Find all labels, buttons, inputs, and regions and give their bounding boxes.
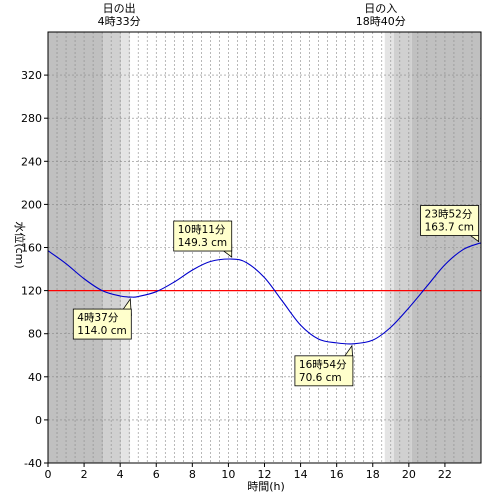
tide-series-line [47,242,482,345]
y-tick-label: 160 [21,242,42,255]
y-tick-label: -40 [24,457,42,470]
annotation-box [420,205,480,236]
annotation-time: 4時37分 [77,312,119,324]
x-tick-label: 22 [438,468,452,481]
y-axis-title: 水位(cm) [13,221,27,268]
x-tick-label: 0 [45,468,52,481]
x-tick-label: 12 [258,468,272,481]
sunset-label: 日の入 [364,2,397,15]
x-tick-label: 10 [221,468,235,481]
y-tick-label: 240 [21,155,42,168]
x-tick-label: 4 [117,468,124,481]
sunrise-label: 日の出 [103,1,136,15]
x-tick-label: 2 [81,468,88,481]
annotation-time: 10時11分 [178,224,226,236]
annotation-value: 163.7 cm [425,222,474,234]
annotation-box [72,308,132,340]
x-tick-label: 16 [330,468,344,481]
x-tick-label: 14 [294,468,308,481]
annotation-time: 16時54分 [299,359,347,371]
sunset-time: 18時40分 [356,15,406,28]
x-axis-title: 時間(h) [247,480,285,493]
series-layer [47,242,482,345]
annotation-box [294,355,354,387]
y-tick-label: 0 [35,414,42,427]
annotation-box [173,220,233,252]
y-tick-label: 120 [21,285,42,298]
night-band-evening [411,32,481,463]
y-tick-label: 40 [28,371,42,384]
y-tick-label: 200 [21,198,42,211]
annotation-value: 70.6 cm [299,372,342,384]
x-tick-label: 18 [366,468,380,481]
x-tick-label: 20 [402,468,416,481]
y-tick-label: 320 [21,69,42,82]
sunrise-time: 4時33分 [98,15,141,28]
y-tick-label: 80 [28,328,42,341]
annotation-time: 23時52分 [425,209,473,221]
dusk-band-dark [393,32,412,463]
y-tick-label: 280 [21,112,42,125]
annotation-value: 149.3 cm [178,237,227,249]
x-tick-label: 8 [189,468,196,481]
x-tick-label: 6 [153,468,160,481]
annotation-value: 114.0 cm [77,325,126,337]
